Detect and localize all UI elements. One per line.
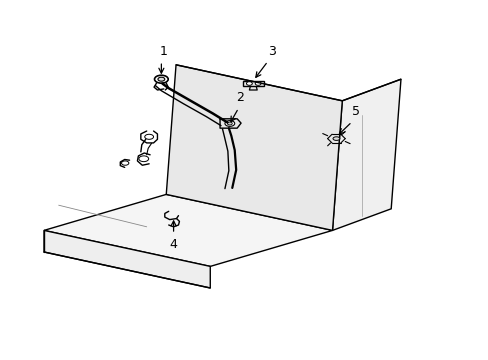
Text: 1: 1: [160, 45, 167, 58]
Polygon shape: [44, 230, 210, 288]
Ellipse shape: [158, 77, 164, 81]
Ellipse shape: [255, 82, 261, 85]
Text: 4: 4: [169, 238, 177, 251]
Text: 3: 3: [267, 45, 275, 58]
Ellipse shape: [246, 82, 252, 85]
Ellipse shape: [227, 122, 232, 125]
Ellipse shape: [224, 121, 234, 126]
Polygon shape: [166, 65, 342, 230]
Ellipse shape: [154, 75, 168, 83]
Text: 2: 2: [235, 91, 243, 104]
Ellipse shape: [139, 156, 148, 162]
Polygon shape: [44, 194, 332, 266]
Polygon shape: [332, 79, 400, 230]
Ellipse shape: [144, 134, 153, 139]
Ellipse shape: [332, 137, 339, 140]
Text: 5: 5: [351, 105, 359, 118]
Polygon shape: [242, 81, 264, 86]
